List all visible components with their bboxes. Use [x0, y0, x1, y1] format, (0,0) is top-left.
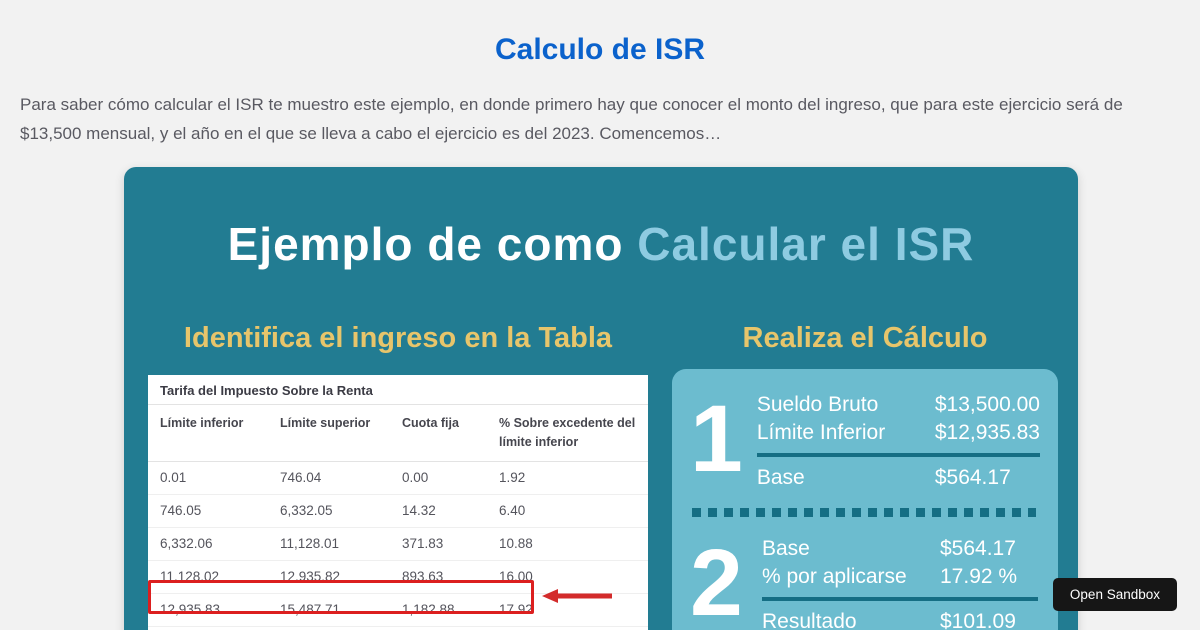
column-header-limite-inferior: Límite inferior [148, 405, 268, 462]
table-header-row: Límite inferior Límite superior Cuota fi… [148, 405, 648, 462]
table-row: 15,487.72 31,236.49 1,640.18 21.36 [148, 626, 648, 630]
column-header-limite-superior: Límite superior [268, 405, 390, 462]
multiplication-line [762, 597, 1038, 601]
table-section-heading: Identifica el ingreso en la Tabla [183, 322, 613, 354]
table-row: 6,332.06 11,128.01 371.83 10.88 [148, 527, 648, 561]
step-2: 2 Base $564.17 % por aplicarse 17.92 % R… [690, 535, 1038, 630]
table-row: 746.05 6,332.05 14.32 6.40 [148, 494, 648, 528]
step-1-row-sueldo-bruto: Sueldo Bruto $13,500.00 [756, 393, 1040, 416]
column-header-cuota-fija: Cuota fija [390, 405, 487, 462]
tax-table-title: Tarifa del Impuesto Sobre la Renta [148, 375, 648, 405]
step-1-row-limite-inferior: Límite Inferior $12,935.83 [756, 421, 1040, 444]
table-row: 0.01 746.04 0.00 1.92 [148, 461, 648, 495]
infographic-heading-primary: Ejemplo de como [227, 218, 638, 270]
step-1-row-base: Base $564.17 [756, 466, 1011, 489]
intro-paragraph: Para saber cómo calcular el ISR te muest… [20, 95, 1123, 143]
dotted-divider [692, 508, 1036, 517]
tax-table: Tarifa del Impuesto Sobre la Renta Límit… [148, 375, 648, 630]
step-2-row-resultado: Resultado $101.09 [762, 610, 1016, 630]
step-2-row-porcentaje: % por aplicarse 17.92 % [762, 565, 1018, 588]
step-1: 1 Sueldo Bruto $13,500.00 Límite Inferio… [690, 386, 1040, 492]
step-1-number: 1 [690, 386, 743, 492]
step-2-number: 2 [690, 530, 743, 630]
step-2-row-base: Base $564.17 [762, 537, 1016, 560]
open-sandbox-button[interactable]: Open Sandbox [1052, 578, 1177, 611]
calc-panel: 1 Sueldo Bruto $13,500.00 Límite Inferio… [672, 369, 1058, 630]
calc-section-heading: Realiza el Cálculo [742, 322, 988, 354]
infographic-heading: Ejemplo de como Calcular el ISR [124, 217, 1078, 271]
table-row: 11,128.02 12,935.82 893.63 16.00 [148, 560, 648, 594]
infographic-heading-accent: Calcular el ISR [637, 218, 975, 270]
calc-section: Realiza el Cálculo 1 Sueldo Bruto $13,50… [672, 322, 1058, 630]
column-header-porcentaje-excedente: % Sobre excedente del límite inferior [487, 405, 648, 462]
table-section: Identifica el ingreso en la Tabla Tarifa… [148, 322, 648, 630]
red-arrow-icon [542, 589, 612, 603]
subtraction-line [756, 453, 1040, 457]
infographic-card: Ejemplo de como Calcular el ISR Identifi… [124, 167, 1078, 630]
page-title: Calculo de ISR [494, 33, 706, 66]
